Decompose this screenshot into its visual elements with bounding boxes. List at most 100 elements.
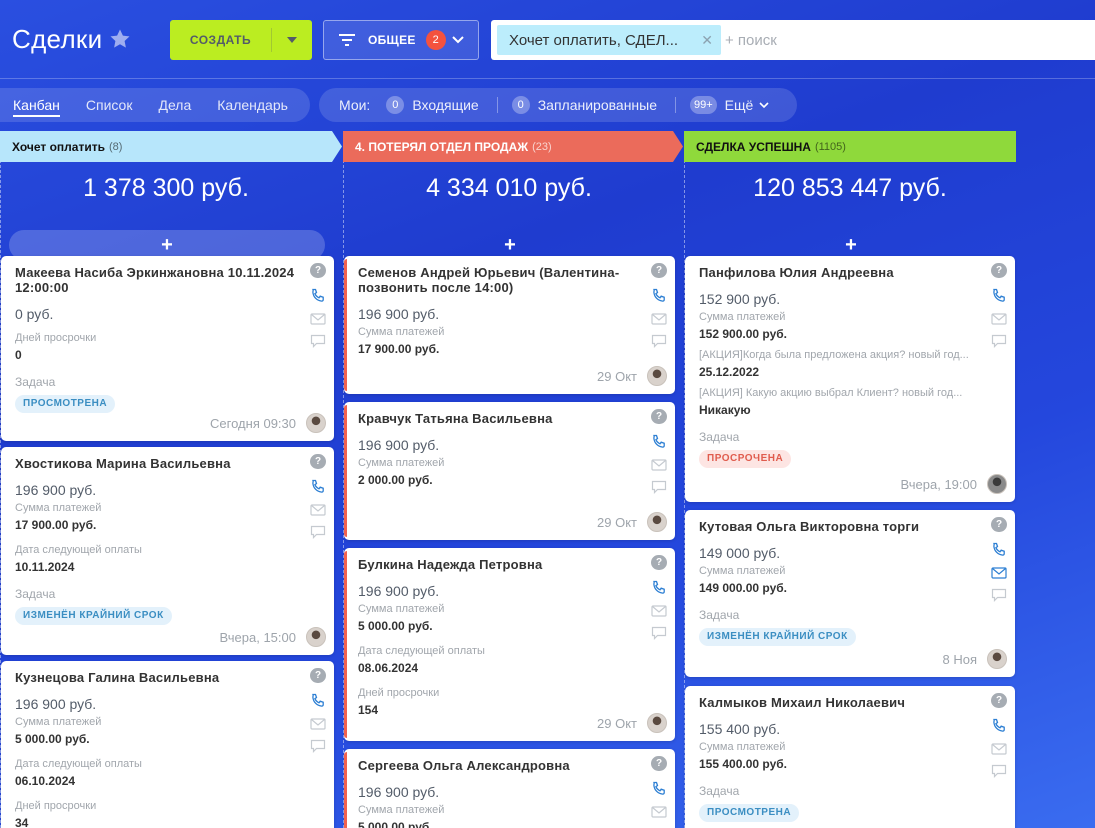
help-icon[interactable]: ?	[991, 693, 1007, 708]
deal-title[interactable]: Макеева Насиба Эркинжановна 10.11.2024 1…	[15, 265, 295, 295]
help-icon[interactable]: ?	[651, 409, 667, 424]
deal-card[interactable]: Хвостикова Марина Васильевна 196 900 руб…	[1, 447, 334, 655]
help-icon[interactable]: ?	[651, 756, 667, 771]
remove-filter-icon[interactable]: ✕	[701, 31, 713, 48]
mail-icon[interactable]	[991, 313, 1007, 325]
chat-icon[interactable]	[991, 588, 1007, 602]
chat-icon[interactable]	[310, 334, 326, 348]
deal-title[interactable]: Кузнецова Галина Васильевна	[15, 670, 220, 685]
deal-card[interactable]: Макеева Насиба Эркинжановна 10.11.2024 1…	[1, 256, 334, 441]
field-label: Сумма платежей	[15, 502, 102, 514]
mail-icon[interactable]	[651, 605, 667, 617]
help-icon[interactable]: ?	[991, 517, 1007, 532]
help-icon[interactable]: ?	[651, 263, 667, 278]
deal-title[interactable]: Кравчук Татьяна Васильевна	[358, 411, 553, 426]
tab-list[interactable]: Список	[85, 97, 133, 113]
deal-card[interactable]: Семенов Андрей Юрьевич (Валентина- позво…	[344, 256, 675, 394]
field-value: 152 900.00 руб.	[699, 327, 787, 341]
field-value: 10.11.2024	[15, 560, 75, 574]
page-title: Сделки	[12, 24, 103, 54]
deal-card[interactable]: Панфилова Юлия Андреевна 152 900 руб. Су…	[685, 256, 1015, 502]
phone-icon[interactable]	[651, 434, 667, 450]
field-value: 08.06.2024	[358, 661, 419, 675]
deal-title[interactable]: Кутовая Ольга Викторовна торги	[699, 519, 920, 534]
help-icon[interactable]: ?	[310, 263, 326, 278]
chat-icon[interactable]	[651, 334, 667, 348]
avatar[interactable]	[987, 649, 1007, 669]
phone-icon[interactable]	[651, 580, 667, 596]
phone-icon[interactable]	[991, 718, 1007, 734]
mail-icon[interactable]	[651, 806, 667, 818]
card-footer: 8 Ноя	[943, 649, 1007, 669]
avatar[interactable]	[647, 366, 667, 386]
deal-title[interactable]: Булкина Надежда Петровна	[358, 557, 543, 572]
avatar[interactable]	[647, 512, 667, 532]
mail-icon[interactable]	[310, 313, 326, 325]
deal-title[interactable]: Сергеева Ольга Александровна	[358, 758, 570, 773]
phone-icon[interactable]	[651, 288, 667, 304]
quick-add-deal-button[interactable]: +	[693, 230, 1009, 260]
help-icon[interactable]: ?	[651, 555, 667, 570]
deal-card[interactable]: Калмыков Михаил Николаевич 155 400 руб. …	[685, 686, 1015, 828]
deal-card[interactable]: Кравчук Татьяна Васильевна 196 900 руб. …	[344, 402, 675, 540]
stage-header[interactable]: Хочет оплатить (8)	[0, 131, 342, 162]
deal-title[interactable]: Семенов Андрей Юрьевич (Валентина- позво…	[358, 265, 620, 295]
deal-card[interactable]: Сергеева Ольга Александровна 196 900 руб…	[344, 749, 675, 828]
search-box[interactable]: Хочет оплатить, СДЕЛ... ✕	[491, 20, 1095, 60]
task-label: Задача	[15, 375, 56, 389]
phone-icon[interactable]	[991, 288, 1007, 304]
help-icon[interactable]: ?	[310, 454, 326, 469]
avatar[interactable]	[306, 627, 326, 647]
tab-kanban[interactable]: Канбан	[13, 97, 60, 117]
chat-icon[interactable]	[991, 764, 1007, 778]
counter-planned[interactable]: 0 Запланированные	[511, 96, 657, 114]
phone-icon[interactable]	[310, 479, 326, 495]
mail-icon[interactable]	[991, 743, 1007, 755]
activity-date: 29 Окт	[597, 368, 637, 384]
chat-icon[interactable]	[991, 334, 1007, 348]
avatar[interactable]	[647, 713, 667, 733]
mail-icon[interactable]	[651, 459, 667, 471]
mail-icon[interactable]	[991, 567, 1007, 579]
create-dropdown-arrow[interactable]	[272, 37, 312, 43]
stage-header[interactable]: СДЕЛКА УСПЕШНА (1105)	[684, 131, 1016, 162]
mail-icon[interactable]	[310, 718, 326, 730]
task-label: Задача	[699, 784, 740, 798]
field-label: Сумма платежей	[358, 804, 445, 816]
avatar[interactable]	[987, 474, 1007, 494]
stage-header[interactable]: 4. ПОТЕРЯЛ ОТДЕЛ ПРОДАЖ (23)	[343, 131, 683, 162]
chat-icon[interactable]	[310, 525, 326, 539]
help-icon[interactable]: ?	[991, 263, 1007, 278]
mail-icon[interactable]	[651, 313, 667, 325]
deal-amount: 155 400 руб.	[699, 721, 781, 737]
phone-icon[interactable]	[310, 693, 326, 709]
deal-title[interactable]: Калмыков Михаил Николаевич	[699, 695, 906, 710]
deal-card[interactable]: Кутовая Ольга Викторовна торги 149 000 р…	[685, 510, 1015, 677]
phone-icon[interactable]	[991, 542, 1007, 558]
chat-icon[interactable]	[651, 480, 667, 494]
deal-card[interactable]: Булкина Надежда Петровна 196 900 руб. Су…	[344, 548, 675, 741]
counter-more[interactable]: 99+ Ещё	[690, 96, 769, 114]
help-icon[interactable]: ?	[310, 668, 326, 683]
phone-icon[interactable]	[651, 781, 667, 797]
quick-add-deal-button[interactable]: +	[352, 230, 668, 260]
field-value: 2 000.00 руб.	[358, 473, 433, 487]
deal-title[interactable]: Панфилова Юлия Андреевна	[699, 265, 894, 280]
phone-icon[interactable]	[310, 288, 326, 304]
avatar[interactable]	[306, 413, 326, 433]
tab-calendar[interactable]: Календарь	[217, 97, 288, 113]
deal-title[interactable]: Хвостикова Марина Васильевна	[15, 456, 231, 471]
tab-activities[interactable]: Дела	[158, 97, 192, 113]
search-filter-tag[interactable]: Хочет оплатить, СДЕЛ... ✕	[497, 25, 721, 55]
counter-incoming[interactable]: 0 Входящие	[386, 96, 479, 114]
create-button[interactable]: СОЗДАТЬ	[170, 20, 312, 60]
star-icon[interactable]	[108, 27, 132, 51]
quick-add-deal-button[interactable]: +	[9, 230, 325, 260]
card-actions: ?	[651, 409, 667, 494]
chat-icon[interactable]	[310, 739, 326, 753]
chat-icon[interactable]	[651, 626, 667, 640]
mail-icon[interactable]	[310, 504, 326, 516]
search-input[interactable]	[725, 31, 1095, 49]
filter-preset-button[interactable]: ОБЩЕЕ 2	[323, 20, 479, 60]
deal-card[interactable]: Кузнецова Галина Васильевна 196 900 руб.…	[1, 661, 334, 828]
